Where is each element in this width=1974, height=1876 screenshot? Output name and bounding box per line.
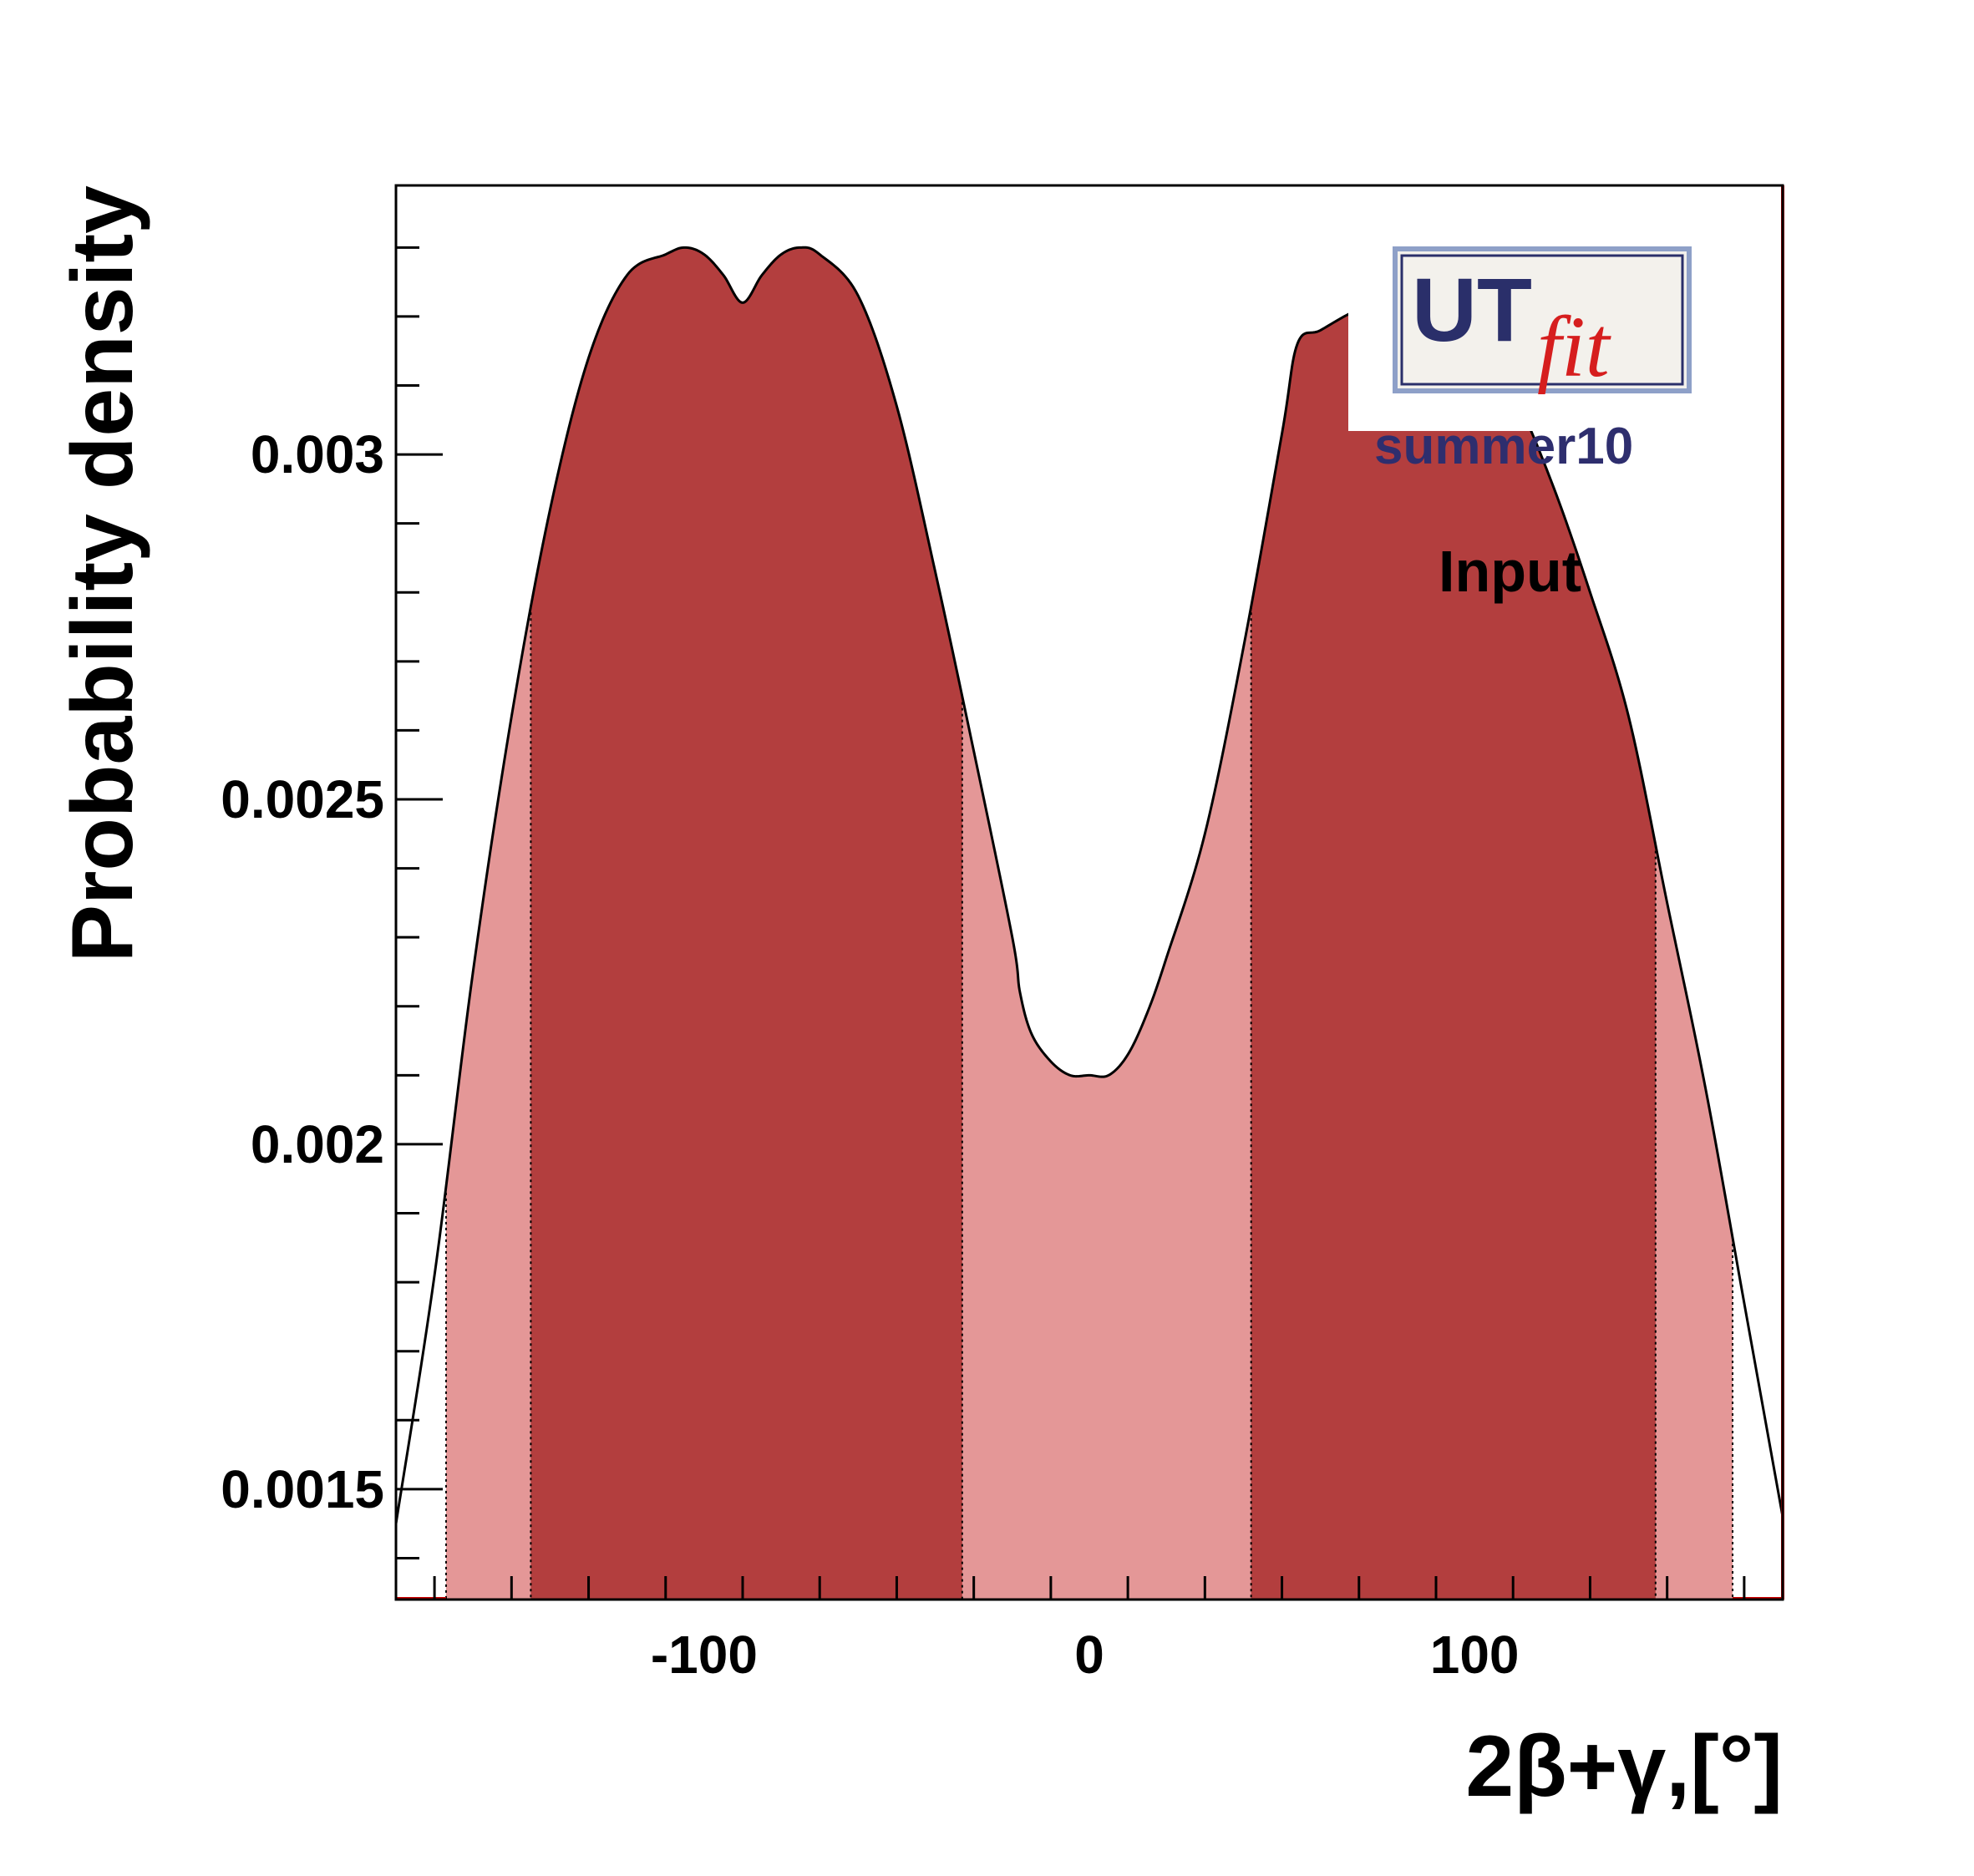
y-axis-ticks: 0.0015 0.002 0.0025 0.003 — [221, 246, 443, 1559]
y-axis-title: Probability density — [54, 185, 151, 963]
logo-ut-text: UT — [1412, 259, 1532, 360]
x-axis-ticks: -100 0 100 — [433, 1576, 1746, 1685]
y-tick-label: 0.0015 — [221, 1459, 384, 1519]
x-tick-label: -100 — [651, 1625, 758, 1685]
y-tick-label: 0.003 — [251, 424, 384, 484]
x-tick-label: 0 — [1074, 1625, 1104, 1685]
plot-frame — [394, 184, 1784, 1601]
logo-fit-text: fit — [1537, 299, 1611, 395]
y-tick-label: 0.0025 — [221, 769, 384, 829]
plot-area — [396, 246, 1783, 1600]
y-tick-label: 0.002 — [251, 1114, 384, 1174]
logo-inner-border — [1400, 254, 1684, 386]
interval-boundary-lines — [444, 606, 1734, 1600]
edition-label: summer10 — [1374, 418, 1633, 475]
inner-interval-2 — [1251, 302, 1656, 1600]
utfit-logo: UT fit — [1348, 237, 1716, 431]
input-label: Input — [1439, 539, 1581, 604]
inner-interval-1 — [530, 247, 962, 1600]
inner-interval-areas — [530, 247, 1656, 1600]
x-axis-title: 2β+γ,[°] — [1465, 1718, 1783, 1815]
x-tick-label: 100 — [1430, 1625, 1520, 1685]
logo-box — [1393, 246, 1692, 393]
